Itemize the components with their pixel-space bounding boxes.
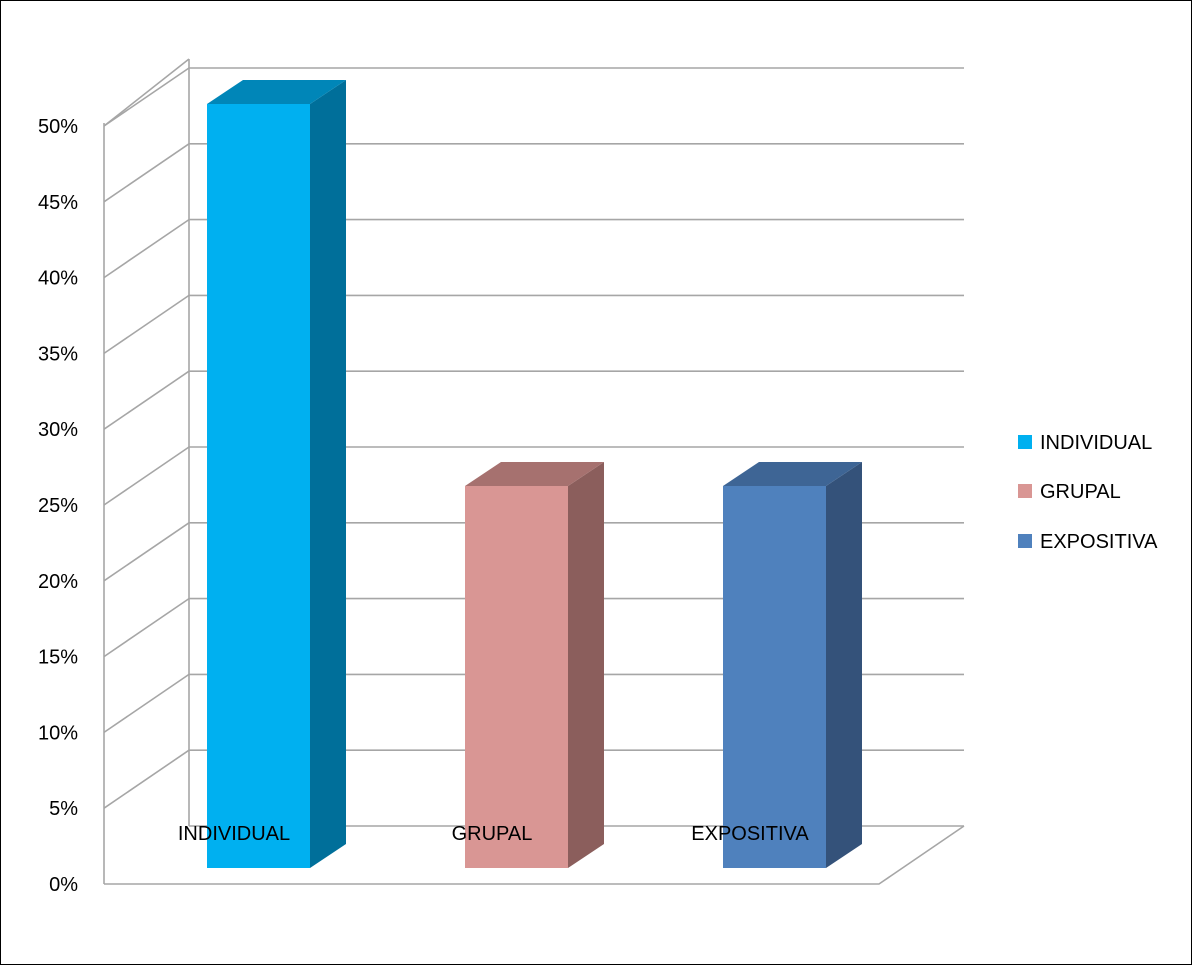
gridline-wall-5	[103, 446, 190, 506]
bar-side-individual	[310, 80, 346, 868]
bar-top-grupal	[465, 462, 604, 486]
y-tick-label: 50%	[38, 116, 78, 138]
legend-swatch-expositiva	[1018, 534, 1032, 548]
bar-grupal	[465, 462, 604, 868]
y-tick-label: 45%	[38, 192, 78, 214]
wall-top-edge	[103, 58, 190, 127]
bar-individual	[207, 80, 346, 868]
y-tick-label: 20%	[38, 571, 78, 593]
category-label-grupal: GRUPAL	[452, 823, 533, 845]
x-axis-categories: INDIVIDUAL GRUPAL EXPOSITIVA	[178, 823, 810, 845]
legend-label-expositiva: EXPOSITIVA	[1040, 531, 1158, 553]
gridline-wall-2	[103, 673, 190, 734]
bar-front-grupal	[465, 486, 568, 868]
gridline-wall-6	[103, 370, 190, 430]
category-label-expositiva: EXPOSITIVA	[691, 823, 809, 845]
legend: INDIVIDUAL GRUPAL EXPOSITIVA	[1018, 432, 1158, 553]
y-tick-label: 0%	[49, 874, 78, 896]
y-tick-label: 25%	[38, 495, 78, 517]
bar-top-individual	[207, 80, 346, 104]
gridline-wall-7	[103, 294, 190, 355]
gridline-wall-8	[103, 218, 190, 279]
bar-expositiva	[723, 462, 862, 868]
gridline-wall-10	[103, 67, 190, 127]
bar-top-expositiva	[723, 462, 862, 486]
category-label-individual: INDIVIDUAL	[178, 823, 290, 845]
y-axis-ticks: 0% 5% 10% 15% 20% 25% 30% 35% 40% 45% 50%	[38, 116, 78, 896]
floor-edge	[104, 825, 965, 885]
y-tick-label: 30%	[38, 419, 78, 441]
bar-side-grupal	[568, 462, 604, 868]
y-tick-label: 15%	[38, 647, 78, 669]
legend-swatch-individual	[1018, 435, 1032, 449]
gridline-wall-1	[103, 749, 190, 809]
bars	[207, 80, 862, 868]
bar-front-individual	[207, 104, 310, 868]
y-tick-label: 40%	[38, 268, 78, 290]
gridline-wall-3	[103, 597, 190, 658]
gridline-wall-9	[103, 143, 190, 203]
y-tick-label: 10%	[38, 722, 78, 744]
y-tick-label: 35%	[38, 343, 78, 365]
legend-swatch-grupal	[1018, 484, 1032, 498]
y-tick-label: 5%	[49, 798, 78, 820]
bar-side-expositiva	[826, 462, 862, 868]
bar-front-expositiva	[723, 486, 826, 868]
legend-label-grupal: GRUPAL	[1040, 481, 1121, 503]
legend-label-individual: INDIVIDUAL	[1040, 432, 1152, 454]
gridline-wall-4	[103, 522, 190, 582]
